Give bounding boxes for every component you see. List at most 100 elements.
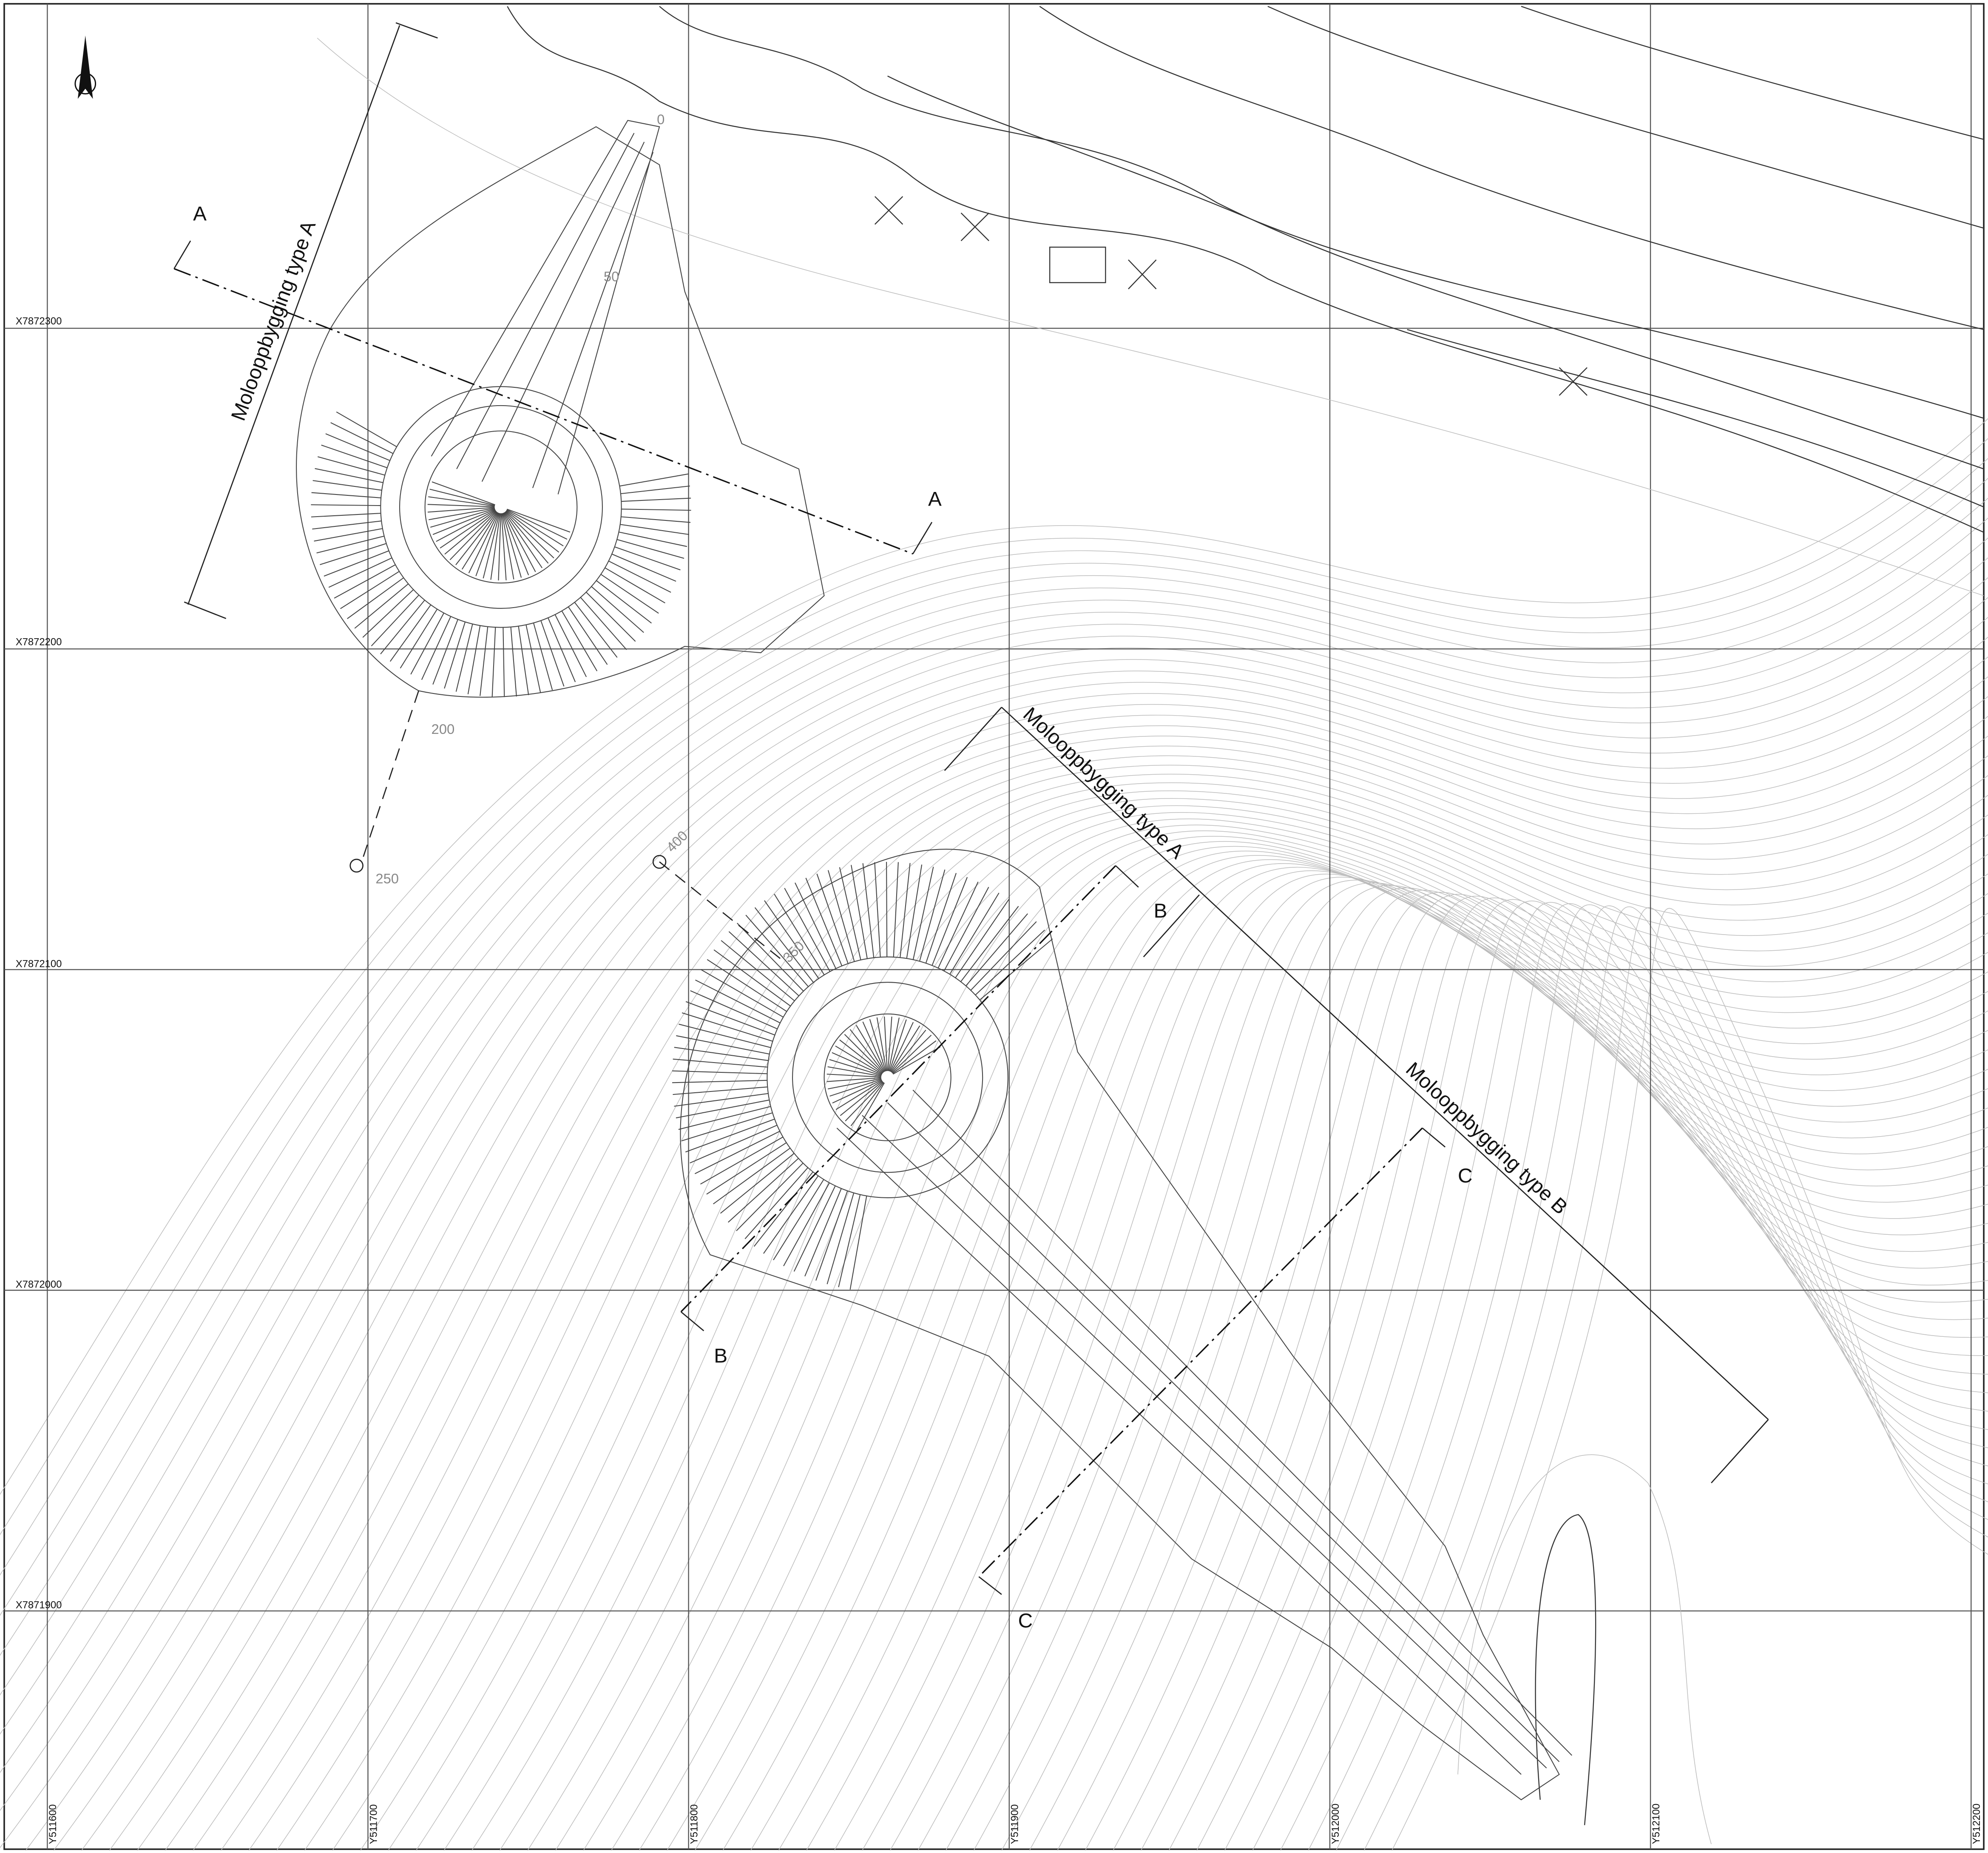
slope-line: [436, 509, 496, 542]
contour-line: [611, 836, 1988, 1851]
contour-line: [0, 477, 1988, 1616]
contour-line: [667, 846, 1988, 1851]
contour-line: [499, 812, 1988, 1851]
contour-line: [555, 824, 1988, 1851]
contour-line: [862, 873, 1988, 1851]
slope-line: [728, 1158, 799, 1223]
slope-line: [427, 504, 495, 507]
slope-line: [380, 600, 425, 654]
slope-line: [585, 591, 636, 642]
breakwater-north: [296, 120, 825, 698]
slope-line: [862, 863, 875, 958]
slope-line: [311, 513, 381, 517]
slope-line: [965, 913, 1028, 986]
slope-line: [975, 929, 1045, 995]
slope-line: [774, 894, 825, 975]
slope-line: [862, 1021, 886, 1072]
contour-line: [639, 841, 1988, 1851]
slope-line: [829, 1059, 882, 1076]
slope-line: [970, 921, 1037, 991]
slope-line: [832, 1052, 882, 1075]
slope-line: [568, 606, 608, 665]
section-label: C: [1018, 1609, 1033, 1632]
slope-line: [621, 516, 691, 523]
contour-line: [1141, 898, 1988, 1851]
contour-line: [1252, 903, 1988, 1851]
contour-line: [1001, 887, 1988, 1851]
slope-line: [580, 597, 627, 650]
slope-line: [906, 864, 923, 959]
grid-x-label: X7872000: [16, 1279, 62, 1290]
slope-line: [320, 543, 386, 566]
slope-line: [888, 1017, 900, 1071]
slope-line: [943, 887, 989, 972]
slope-line: [694, 1131, 780, 1174]
slope-line: [312, 480, 382, 491]
slope-line: [816, 873, 849, 964]
contour-line: [0, 577, 1988, 1811]
contour-line: [304, 755, 1988, 1851]
contour-line: [416, 790, 1988, 1851]
slope-line: [506, 509, 568, 540]
slope-line: [890, 1025, 920, 1072]
slope-line: [721, 940, 795, 1001]
contour-line: [0, 557, 1988, 1773]
slope-line: [507, 509, 571, 533]
slope-line: [672, 1080, 767, 1083]
slope-line: [876, 1017, 887, 1071]
slope-line: [720, 1153, 795, 1214]
section-lines: [173, 22, 1769, 1595]
grid-y-label: Y511700: [368, 1804, 379, 1844]
slope-line: [736, 1162, 804, 1231]
slope-line: [502, 513, 514, 580]
contour-line: [0, 537, 1988, 1735]
slope-line: [682, 1112, 773, 1142]
slope-line: [619, 531, 687, 547]
slope-line: [815, 1191, 848, 1281]
slope-line: [685, 1118, 775, 1153]
slope-line: [713, 1148, 791, 1205]
contour-line: [109, 676, 1988, 1851]
slope-line: [892, 1034, 932, 1074]
slope-line: [838, 1194, 861, 1287]
slope-line: [826, 1193, 855, 1285]
slope-line: [673, 1058, 768, 1068]
slope-line: [827, 870, 855, 962]
slope-line: [316, 535, 384, 554]
breakwater-south: [680, 849, 1573, 1801]
chainage-label: 0: [657, 111, 665, 127]
grid-y-label: Y512000: [1330, 1804, 1341, 1844]
radial-slope-lines: [311, 411, 1053, 1290]
slope-line: [826, 1077, 881, 1082]
slope-line: [312, 520, 382, 530]
contour-line: [527, 819, 1988, 1851]
slope-line: [554, 614, 587, 677]
slope-line: [421, 616, 452, 680]
contour-line: [0, 418, 1988, 1495]
contour-line: [248, 736, 1988, 1851]
slope-line: [674, 1093, 769, 1107]
slope-line: [432, 509, 496, 535]
slope-line: [839, 1039, 883, 1074]
slope-line: [616, 539, 684, 559]
slope-line: [608, 560, 671, 593]
slope-line: [455, 624, 473, 692]
slope-line: [505, 512, 549, 564]
slope-line: [674, 1047, 769, 1061]
contour-line: [946, 882, 1988, 1851]
slope-line: [619, 473, 688, 487]
slope-line: [340, 571, 400, 609]
slope-line: [525, 625, 541, 693]
slope-line: [596, 580, 652, 624]
contour-line: [834, 870, 1988, 1851]
slope-line: [449, 511, 497, 560]
slope-line: [325, 433, 390, 461]
contour-line: [1196, 901, 1988, 1851]
slope-line: [480, 626, 488, 696]
slope-line: [502, 513, 522, 578]
slope-line: [620, 485, 690, 495]
grid-y-label: Y512200: [1971, 1804, 1982, 1844]
slope-line: [317, 456, 385, 476]
slope-line: [979, 938, 1053, 1000]
contour-line: [221, 725, 1988, 1851]
